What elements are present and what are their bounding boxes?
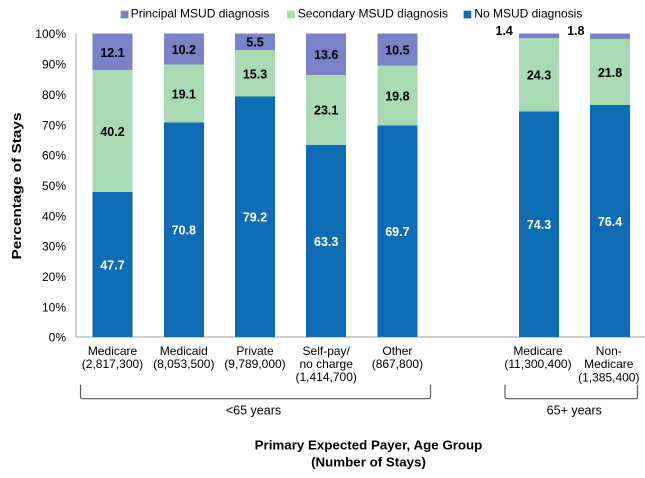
svg-text:50%: 50% [42, 179, 66, 193]
svg-text:40%: 40% [42, 209, 66, 223]
svg-text:Medicare: Medicare [584, 357, 634, 371]
svg-text:40.2: 40.2 [100, 125, 124, 139]
svg-text:70.8: 70.8 [172, 224, 196, 238]
svg-text:Secondary MSUD diagnosis: Secondary MSUD diagnosis [298, 7, 448, 21]
svg-text:Other: Other [382, 344, 412, 358]
svg-text:5.5: 5.5 [246, 36, 263, 50]
svg-text:10.5: 10.5 [385, 43, 409, 57]
svg-text:21.8: 21.8 [598, 66, 622, 80]
svg-text:(867,800): (867,800) [372, 357, 423, 371]
svg-text:70%: 70% [42, 118, 66, 132]
svg-text:60%: 60% [42, 149, 66, 163]
svg-text:Medicare: Medicare [513, 344, 563, 358]
svg-text:23.1: 23.1 [314, 104, 338, 118]
svg-text:15.3: 15.3 [243, 67, 267, 81]
svg-text:no charge: no charge [300, 357, 354, 371]
svg-text:No MSUD diagnosis: No MSUD diagnosis [474, 7, 582, 21]
svg-text:(8,053,500): (8,053,500) [153, 357, 214, 371]
svg-text:47.7: 47.7 [100, 259, 124, 273]
svg-text:79.2: 79.2 [243, 211, 267, 225]
svg-text:76.4: 76.4 [598, 215, 622, 229]
svg-text:90%: 90% [42, 58, 66, 72]
svg-text:Self-pay/: Self-pay/ [303, 344, 351, 358]
svg-text:30%: 30% [42, 240, 66, 254]
svg-text:1.4: 1.4 [496, 24, 513, 38]
svg-text:Percentage of Stays: Percentage of Stays [10, 112, 25, 259]
svg-text:(1,385,400): (1,385,400) [578, 370, 639, 384]
svg-text:74.3: 74.3 [527, 218, 551, 232]
svg-text:(Number of Stays): (Number of Stays) [311, 454, 426, 469]
svg-text:(11,300,400): (11,300,400) [504, 357, 571, 371]
svg-text:19.1: 19.1 [172, 87, 196, 101]
svg-text:Medicare: Medicare [88, 344, 138, 358]
svg-text:0%: 0% [49, 331, 67, 345]
svg-text:Principal MSUD diagnosis: Principal MSUD diagnosis [131, 7, 270, 21]
svg-text:63.3: 63.3 [314, 235, 338, 249]
svg-text:13.6: 13.6 [314, 48, 338, 62]
svg-text:12.1: 12.1 [100, 46, 124, 60]
svg-text:100%: 100% [35, 27, 66, 41]
svg-text:19.8: 19.8 [385, 89, 409, 103]
svg-text:69.7: 69.7 [385, 225, 409, 239]
svg-text:(1,414,700): (1,414,700) [296, 370, 357, 384]
svg-text:20%: 20% [42, 270, 66, 284]
svg-text:(2,817,300): (2,817,300) [82, 357, 143, 371]
svg-text:1.8: 1.8 [567, 24, 584, 38]
svg-text:Primary Expected Payer, Age Gr: Primary Expected Payer, Age Group [255, 437, 483, 452]
svg-text:<65 years: <65 years [226, 403, 281, 417]
svg-text:10.2: 10.2 [172, 43, 196, 57]
svg-text:(9,789,000): (9,789,000) [224, 357, 285, 371]
svg-text:10%: 10% [42, 300, 66, 314]
svg-text:80%: 80% [42, 88, 66, 102]
svg-text:65+ years: 65+ years [547, 403, 602, 417]
svg-text:Private: Private [236, 344, 274, 358]
svg-text:Non-: Non- [596, 344, 622, 358]
svg-text:24.3: 24.3 [527, 69, 551, 83]
svg-text:Medicaid: Medicaid [160, 344, 208, 358]
